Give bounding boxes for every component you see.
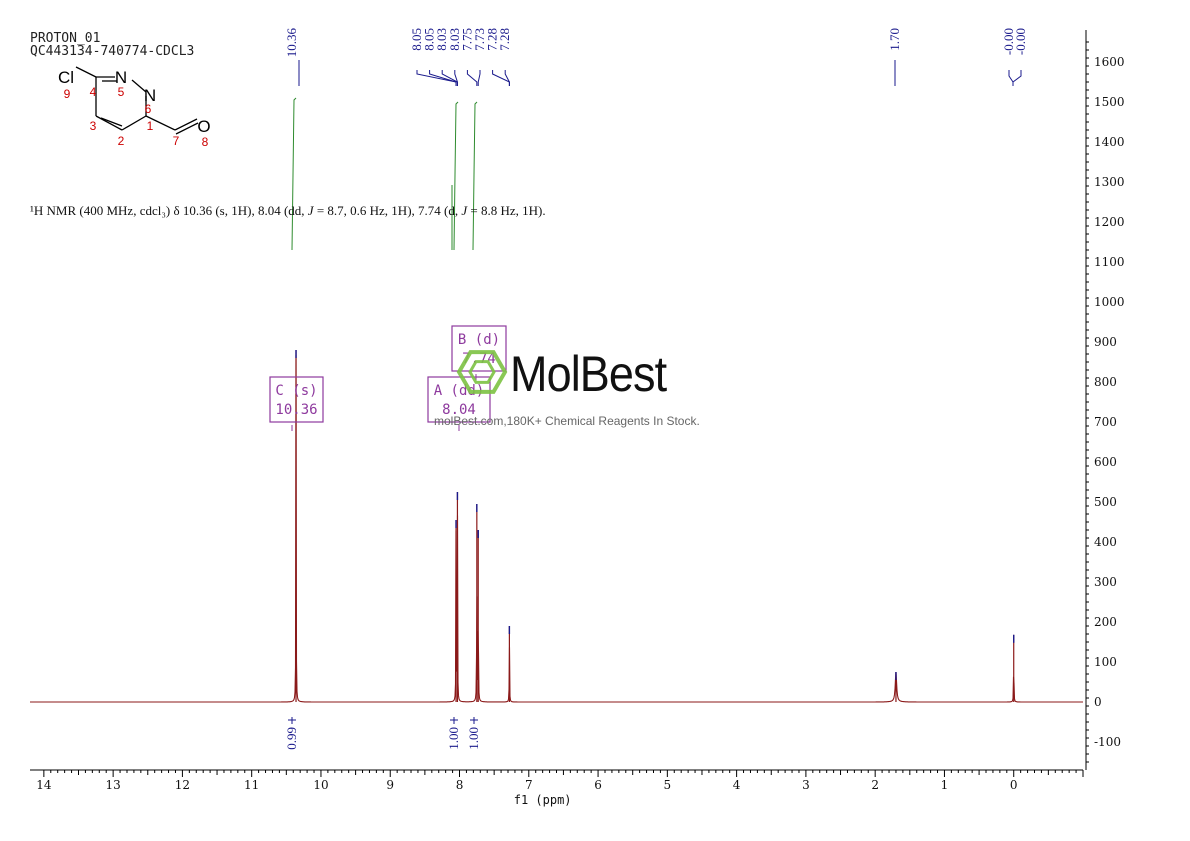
multiplet-shift: 8.04 [442,402,476,418]
peak-label: 7.73 [472,28,487,51]
structure-bond [75,66,97,78]
y-tick-label: 1600 [1094,55,1125,69]
multiplet-type: C (s) [275,383,317,399]
x-axis-title: f1 (ppm) [514,793,572,807]
y-tick-label: 700 [1094,415,1117,429]
x-tick-label: 12 [175,778,190,792]
structure-atom-number: 7 [173,134,180,148]
peak-label-leader [429,70,457,86]
x-tick-label: 6 [594,778,602,792]
x-tick-label: 2 [871,778,879,792]
peak-label-leader [504,70,510,86]
peak-label-leader [1012,70,1022,83]
y-tick-label: 100 [1094,655,1117,669]
structure-atom-number: 5 [118,85,125,99]
y-tick-label: 1100 [1094,255,1125,269]
integral-value: 1.00 [466,727,481,750]
structure-atom-number: 9 [64,87,71,101]
peak-label: 1.70 [887,28,902,51]
multiplet-shift: 10.36 [275,402,317,418]
structure-atom-number: 4 [90,85,97,99]
peak-label-leader [466,70,478,86]
integral-curve [472,101,478,251]
structure-bond [95,115,123,131]
y-tick-label: 600 [1094,455,1117,469]
y-tick-label: 1300 [1094,175,1125,189]
integral-curve [453,101,459,251]
structure-bond [100,117,123,127]
multiplet-type: B (d) [458,332,500,348]
y-tick-label: -100 [1094,735,1121,749]
peak-label: 7.28 [485,28,500,51]
x-tick-label: 7 [525,778,533,792]
peak-label-leader [1008,70,1014,86]
spectrum-trace [30,355,1083,703]
integral-value: 0.99 [284,727,299,750]
y-tick-label: 1000 [1094,295,1125,309]
peak-label: 8.05 [422,28,437,51]
y-tick-label: 200 [1094,615,1117,629]
structure-bond [174,118,198,131]
watermark-tagline: molBest.com,180K+ Chemical Reagents In S… [434,414,700,428]
peak-label: 8.03 [447,28,462,51]
peak-label: 7.28 [497,28,512,51]
x-tick-label: 0 [1010,778,1018,792]
y-tick-label: 0 [1094,695,1102,709]
nmr-description: ¹H NMR (400 MHz, cdcl₃) δ 10.36 (s, 1H),… [30,203,546,218]
x-tick-label: 1 [941,778,949,792]
y-tick-label: 900 [1094,335,1117,349]
peak-label: 8.05 [409,28,424,51]
peak-label: 10.36 [284,28,299,58]
peak-label: -0.00 [1001,28,1016,55]
integral-curve [291,97,297,251]
x-tick-label: 5 [664,778,672,792]
watermark-logo: MolBest [510,346,667,402]
experiment-name: PROTON_01 [30,31,101,46]
structure-atom-number: 3 [90,119,97,133]
y-tick-label: 300 [1094,575,1117,589]
x-tick-label: 9 [386,778,394,792]
integral-value: 1.00 [446,727,461,750]
y-tick-label: 400 [1094,535,1117,549]
structure-bond [131,79,147,93]
structure-bond [175,122,199,135]
watermark-hexagon-icon [456,350,508,394]
x-tick-label: 11 [244,778,259,792]
peak-label: 7.75 [459,28,474,51]
peak-label-leader [454,70,458,86]
structure-bond [145,115,176,131]
multiplet-box [427,376,491,423]
peak-label: -0.00 [1013,28,1028,55]
x-tick-label: 4 [733,778,741,792]
structure-atom: N [144,86,156,105]
structure-atom-number: 6 [145,102,152,116]
y-tick-label: 1400 [1094,135,1125,149]
y-tick-label: 1500 [1094,95,1125,109]
y-tick-label: 500 [1094,495,1117,509]
multiplet-box [269,376,324,423]
structure-atom-number: 2 [118,134,125,148]
x-tick-label: 3 [802,778,810,792]
sample-id: QC443134-740774-CDCL3 [30,44,195,59]
x-tick-label: 14 [36,778,52,792]
x-tick-label: 8 [456,778,464,792]
y-tick-label: 1200 [1094,215,1125,229]
x-tick-label: 13 [105,778,120,792]
structure-bond [121,115,147,131]
structure-atom-number: 8 [202,135,209,149]
structure-atom-number: 1 [147,119,154,133]
watermark-hexagon-icon [468,360,496,384]
y-tick-label: 800 [1094,375,1117,389]
peak-label: 8.03 [434,28,449,51]
x-tick-label: 10 [313,778,328,792]
multiplet-box [451,325,507,372]
peak-label-leader [477,70,481,86]
structure-atom: N [115,68,127,87]
structure-atom: Cl [58,68,74,87]
multiplet-type: A (dd) [434,383,485,399]
structure-atom: O [197,117,210,136]
